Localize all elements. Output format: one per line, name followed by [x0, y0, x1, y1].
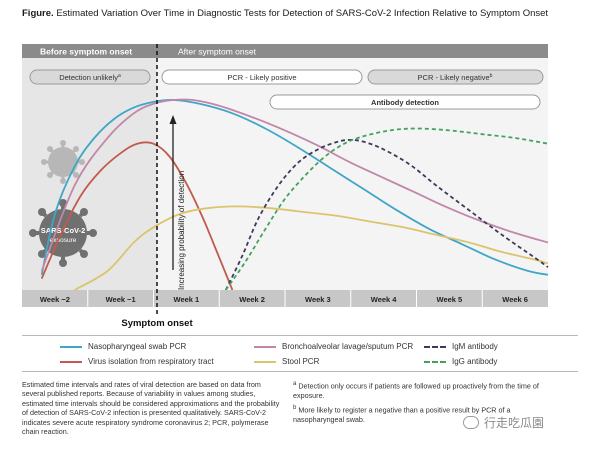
series-nasopharyngeal-line — [40, 99, 549, 276]
svg-text:PCR - Likely negativeb: PCR - Likely negativeb — [418, 73, 493, 82]
legend-swatch-nasopharyngeal — [60, 345, 82, 348]
x-tick-label: Week −1 — [106, 295, 136, 304]
symptom-onset-label: Symptom onset — [121, 318, 193, 329]
footnote-b-text: More likely to register a negative than … — [293, 405, 511, 424]
legend: Nasopharyngeal swab PCR Bronchoalveolar … — [22, 335, 578, 372]
figure-title: Figure. Estimated Variation Over Time in… — [22, 8, 582, 20]
pill-pcr-negative: PCR - Likely negativeb — [367, 69, 544, 85]
legend-item-igg: IgG antibody — [424, 357, 497, 366]
series-stool-line — [74, 205, 549, 291]
pill-detection-unlikely-label: Detection unlikely — [59, 73, 118, 82]
legend-swatch-igm — [424, 345, 446, 348]
x-tick-label: Week 3 — [305, 295, 331, 304]
legend-swatch-bronchoalveolar — [254, 345, 276, 348]
legend-label-bronchoalveolar: Bronchoalveolar lavage/sputum PCR — [282, 342, 414, 351]
footnote-a: a Detection only occurs if patients are … — [293, 380, 543, 400]
series-virus-isolation-line — [40, 141, 234, 291]
week-tick-layer: Week −2 Week −1 Week 1 Week 2 Week 3 Week 4 We… — [40, 290, 528, 307]
wechat-logo-icon — [463, 416, 479, 429]
series-layer — [40, 98, 549, 291]
legend-label-igg: IgG antibody — [452, 357, 498, 366]
footnote-b: b More likely to register a negative tha… — [293, 404, 543, 424]
virus-exposure-sublabel: exposure — [50, 237, 77, 244]
legend-swatch-igg — [424, 360, 446, 363]
pill-antibody-detection-label: Antibody detection — [371, 98, 439, 107]
x-tick-label: Week 6 — [502, 295, 528, 304]
pill-pcr-negative-sup: b — [490, 73, 493, 79]
series-bronchoalveolar-line — [40, 98, 549, 272]
x-tick-label: Week 1 — [174, 295, 200, 304]
footnote-main-text: Estimated time intervals and rates of vi… — [22, 380, 280, 437]
pill-detection-unlikely-sup: a — [118, 73, 121, 79]
phase-after-label: After symptom onset — [178, 47, 257, 57]
pill-pcr-negative-label: PCR - Likely negative — [418, 73, 490, 82]
watermark: 行走吃瓜園 — [463, 414, 544, 431]
x-tick-label: Week 5 — [437, 295, 463, 304]
footnote-b-marker: b — [293, 405, 297, 412]
legend-label-virus-isolation: Virus isolation from respiratory tract — [88, 357, 214, 366]
phase-after-background — [157, 58, 548, 290]
footnote-a-text: Detection only occurs if patients are fo… — [293, 381, 539, 400]
legend-label-nasopharyngeal: Nasopharyngeal swab PCR — [88, 342, 187, 351]
legend-swatch-stool — [254, 360, 276, 363]
footnote-main: Estimated time intervals and rates of vi… — [22, 380, 284, 440]
legend-swatch-virus-isolation — [60, 360, 82, 363]
legend-item-nasopharyngeal: Nasopharyngeal swab PCR — [60, 342, 186, 351]
y-axis-arrowhead — [169, 115, 177, 124]
pill-pcr-positive: PCR - Likely positive — [161, 69, 363, 85]
figure-title-lead: Figure. — [22, 8, 54, 19]
legend-item-bronchoalveolar: Bronchoalveolar lavage/sputum PCR — [254, 342, 413, 351]
legend-label-stool: Stool PCR — [282, 357, 320, 366]
footnote-notes: a Detection only occurs if patients are … — [293, 380, 543, 428]
legend-label-igm: IgM antibody — [452, 342, 498, 351]
svg-text:Detection unlikelya: Detection unlikelya — [59, 73, 121, 82]
pill-pcr-positive-label: PCR - Likely positive — [227, 73, 296, 82]
legend-item-virus-isolation: Virus isolation from respiratory tract — [60, 357, 214, 366]
footnote-a-marker: a — [293, 381, 297, 387]
x-tick-label: Week 2 — [239, 295, 265, 304]
phase-after-band — [157, 44, 548, 58]
x-tick-label: Week −2 — [40, 295, 70, 304]
legend-item-igm: IgM antibody — [424, 342, 498, 351]
phase-before-band — [22, 44, 157, 58]
virus-icon-small — [41, 140, 85, 184]
virus-icon-exposure — [29, 199, 97, 267]
pill-detection-unlikely: Detection unlikelya — [29, 69, 151, 85]
phase-before-label: Before symptom onset — [40, 47, 132, 57]
legend-item-stool: Stool PCR — [254, 357, 319, 366]
pill-antibody-detection: Antibody detection — [269, 94, 541, 110]
watermark-text: 行走吃瓜園 — [484, 416, 545, 430]
figure-title-text: Estimated Variation Over Time in Diagnos… — [56, 8, 549, 19]
x-tick-label: Week 4 — [371, 295, 398, 304]
series-igm-line — [224, 138, 549, 291]
y-axis-label: Increasing probability of detection — [177, 171, 186, 290]
